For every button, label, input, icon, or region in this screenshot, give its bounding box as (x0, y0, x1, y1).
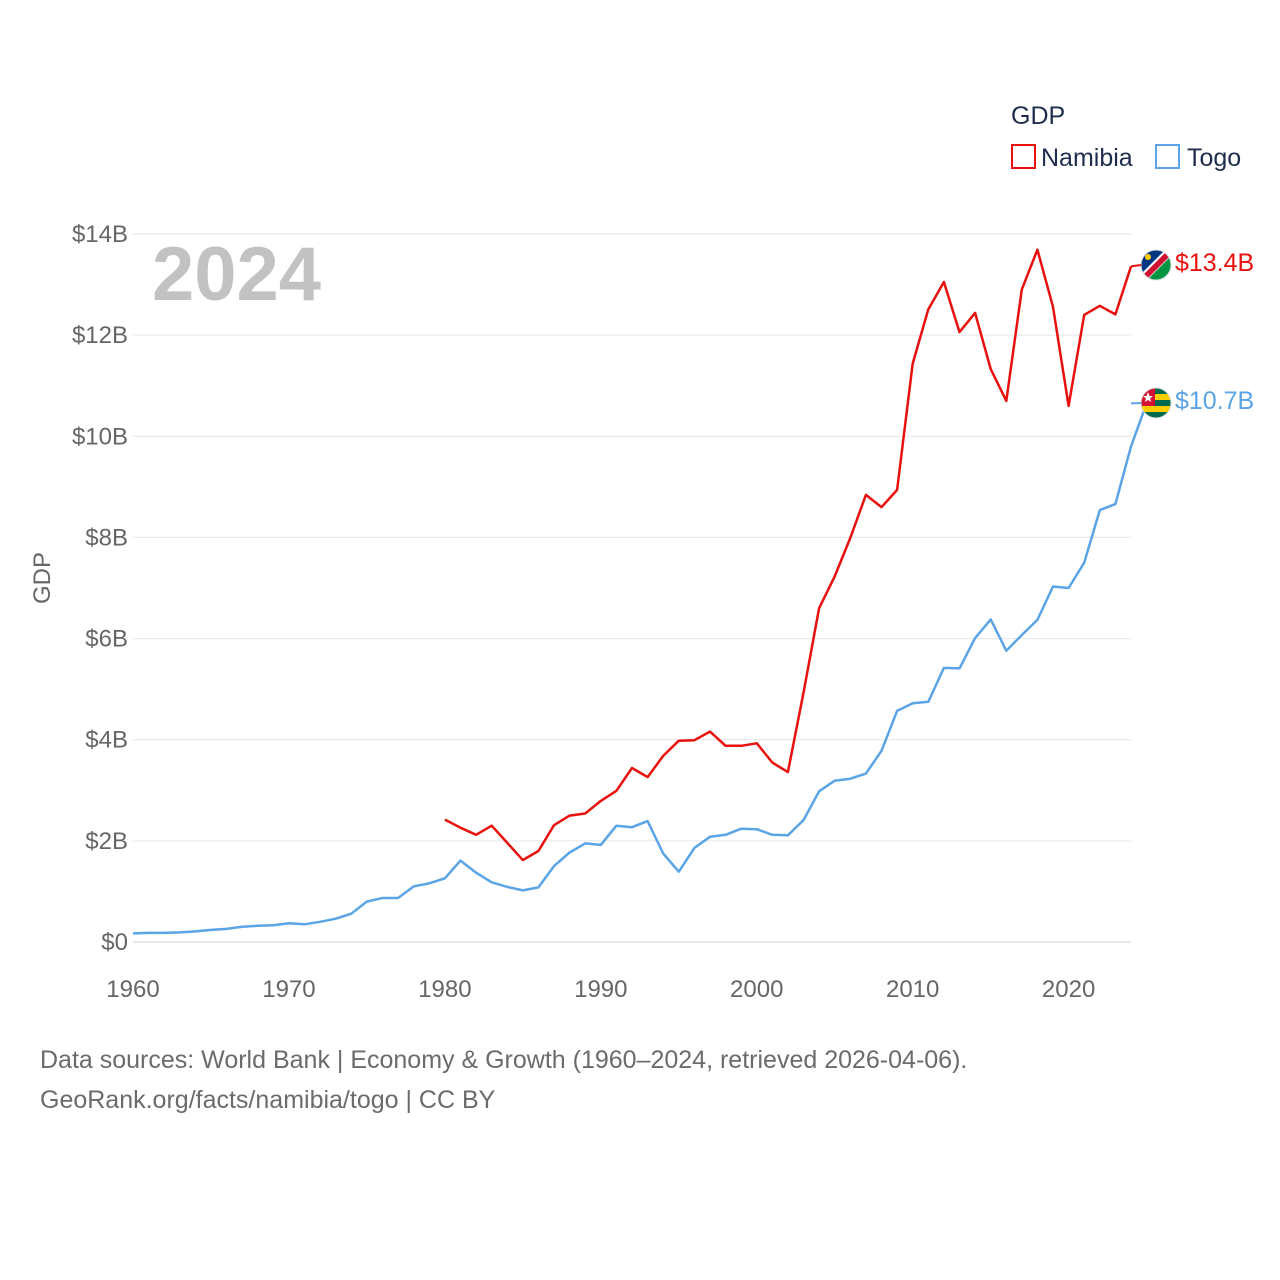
x-axis-ticks: 1960 1970 1980 1990 2000 2010 2020 (106, 976, 1095, 1003)
x-tick-label: 1960 (106, 976, 159, 1003)
y-tick-label: $4B (85, 727, 128, 754)
sources-line: Data sources: World Bank | Economy & Gro… (40, 1046, 968, 1074)
y-tick-label: $14B (72, 221, 128, 248)
x-tick-label: 1980 (418, 976, 471, 1003)
x-tick-label: 2020 (1042, 976, 1095, 1003)
y-tick-label: $8B (85, 524, 128, 551)
y-tick-label: $6B (85, 626, 128, 653)
end-label-togo: $10.7B (1175, 387, 1254, 415)
namibia-flag-icon (1140, 249, 1172, 281)
legend-label-namibia[interactable]: Namibia (1041, 144, 1133, 172)
y-tick-label: $12B (72, 322, 128, 349)
x-tick-label: 1970 (262, 976, 315, 1003)
y-tick-label: $2B (85, 828, 128, 855)
end-label-namibia: $13.4B (1175, 249, 1254, 277)
y-axis-title: GDP (29, 552, 56, 604)
data-sources: Data sources: World Bank | Economy & Gro… (40, 1040, 967, 1120)
gridlines (133, 233, 1131, 943)
series-line-togo[interactable] (132, 402, 1148, 935)
x-tick-label: 1990 (574, 976, 627, 1003)
legend-label-togo[interactable]: Togo (1187, 144, 1241, 172)
end-connector (1130, 264, 1142, 268)
y-axis-ticks: $0 $2B $4B $6B $8B $10B $12B $14B (72, 221, 128, 956)
y-tick-label: $0 (101, 929, 128, 956)
legend-swatch-namibia[interactable] (1011, 144, 1036, 169)
legend-swatch-togo[interactable] (1155, 144, 1180, 169)
legend: GDP Namibia Togo (1011, 102, 1241, 172)
togo-flag-icon (1140, 387, 1172, 419)
series-line-namibia[interactable] (444, 248, 1133, 862)
x-tick-label: 2000 (730, 976, 783, 1003)
attribution-line: GeoRank.org/facts/namibia/togo | CC BY (40, 1086, 496, 1114)
legend-title: GDP (1011, 102, 1065, 130)
year-label: 2024 (152, 232, 321, 317)
gdp-line-chart: GDP Namibia Togo $0$2B$4B$6B$8B$10B$12B$… (29, 102, 1254, 1003)
x-tick-label: 2010 (886, 976, 939, 1003)
y-tick-label: $10B (72, 423, 128, 450)
